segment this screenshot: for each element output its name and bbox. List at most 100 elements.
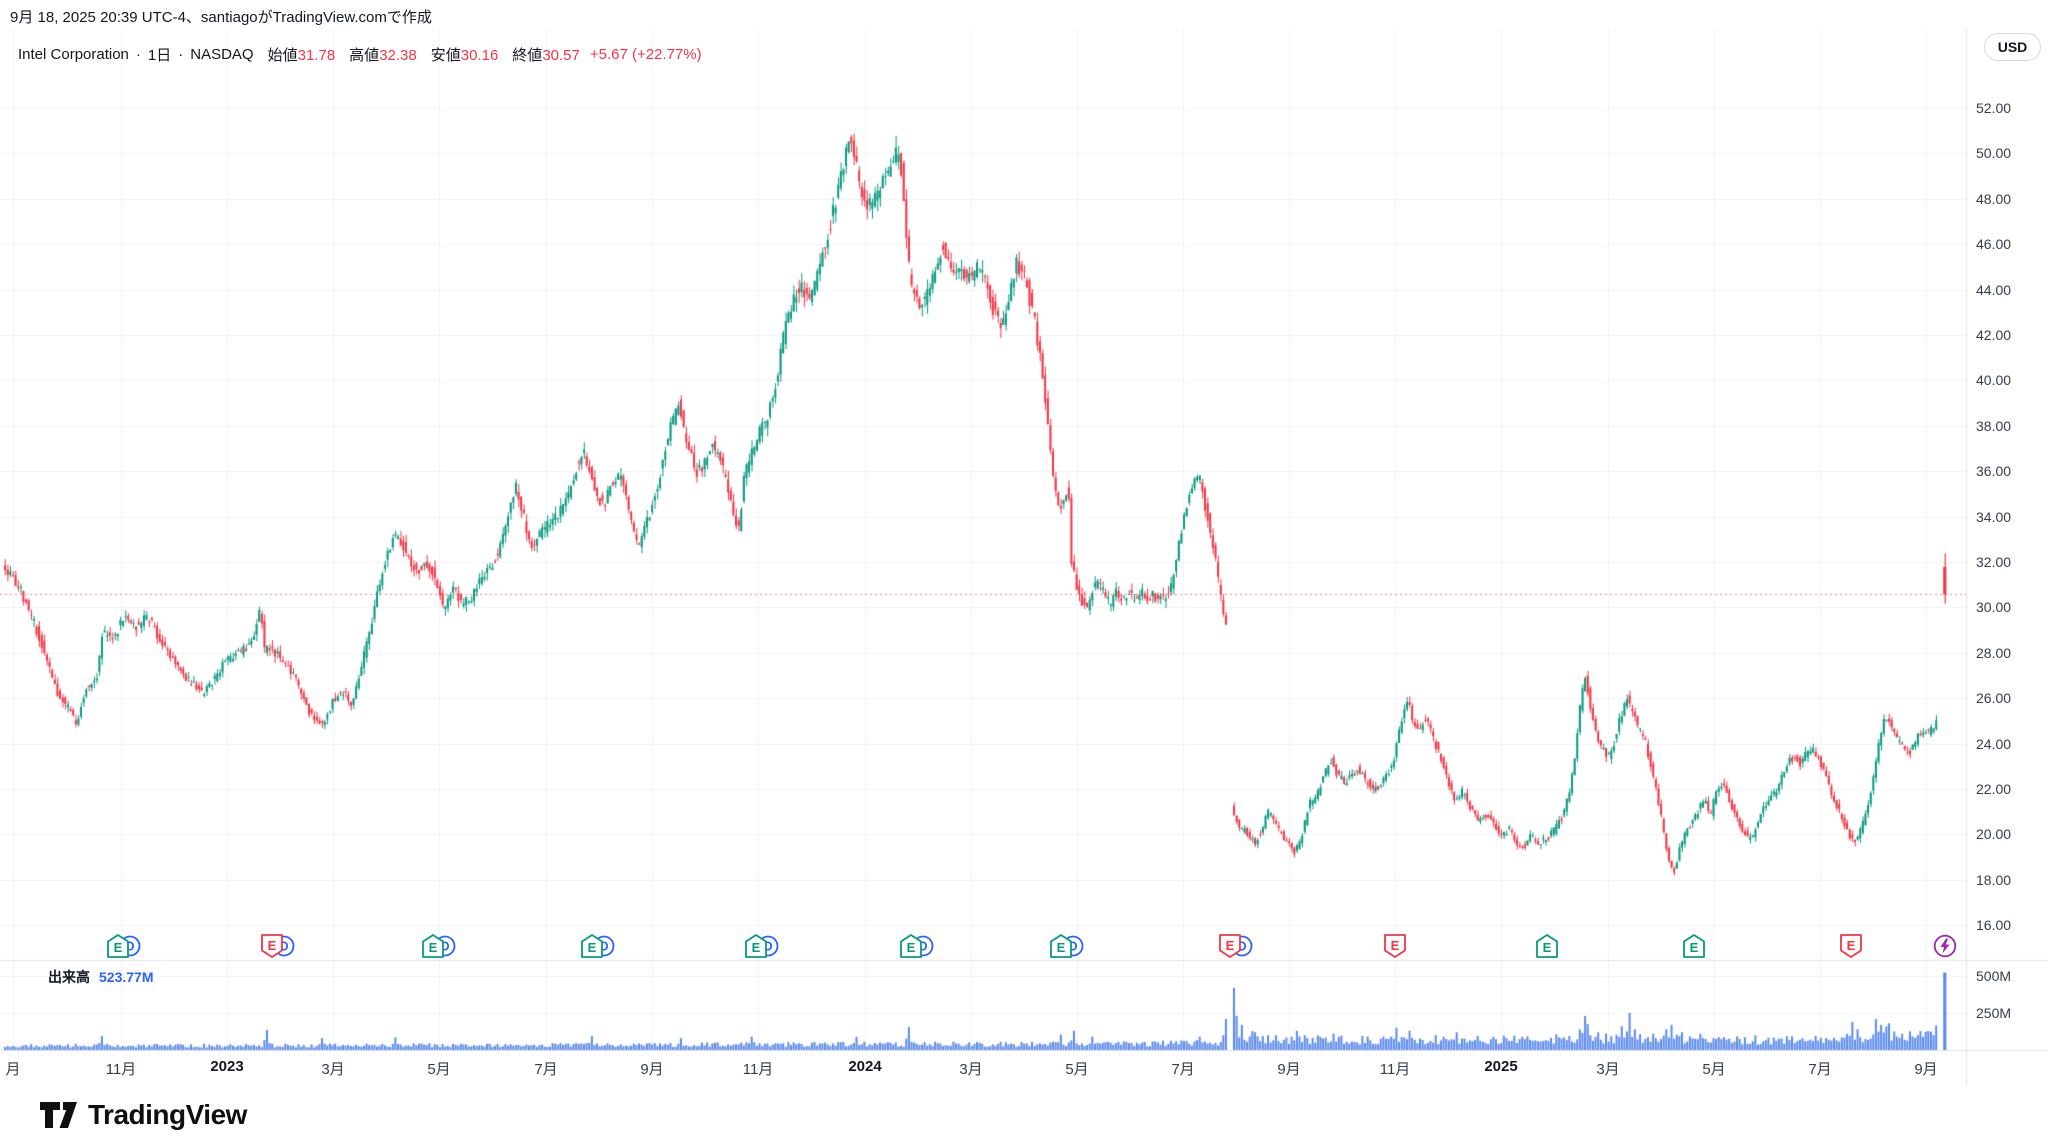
price-tick-label: 44.00 xyxy=(1976,281,2012,298)
time-tick-label: 7月 xyxy=(534,1061,558,1078)
price-tick-label: 50.00 xyxy=(1976,145,2012,162)
price-tick-label: 28.00 xyxy=(1976,644,2012,661)
svg-text:E: E xyxy=(1690,940,1699,955)
tradingview-logo-icon xyxy=(40,1102,77,1128)
earnings-icon: E xyxy=(1050,934,1072,958)
time-tick-label: 7月 xyxy=(1808,1061,1832,1078)
time-tick-label: 5月 xyxy=(427,1061,451,1078)
earnings-dividend-badge[interactable]: E xyxy=(1683,934,1717,958)
open-value: 31.78 xyxy=(297,47,336,64)
exchange-label: NASDAQ xyxy=(190,46,254,63)
svg-text:D: D xyxy=(918,940,927,954)
snapshot-attribution: 9月 18, 2025 20:39 UTC-4、santiagoがTrading… xyxy=(10,9,432,26)
symbol-legend: Intel Corporation · 1日 · NASDAQ 始値31.78 … xyxy=(18,44,702,65)
earnings-icon: E xyxy=(900,934,922,958)
price-tick-label: 30.00 xyxy=(1976,599,2012,616)
time-tick-label: 月 xyxy=(5,1061,21,1078)
price-tick-label: 24.00 xyxy=(1976,735,2012,752)
symbol-title: Intel Corporation xyxy=(18,46,129,63)
price-tick-label: 26.00 xyxy=(1976,690,2012,707)
earnings-icon: E xyxy=(1536,934,1558,958)
tradingview-branding[interactable]: TradingView xyxy=(38,1098,247,1132)
close-label: 終値 xyxy=(512,47,543,64)
change-value: +5.67 (+22.77%) xyxy=(589,46,702,63)
time-tick-label: 9月 xyxy=(640,1061,664,1078)
flash-event-icon xyxy=(1933,934,1957,958)
svg-text:E: E xyxy=(114,940,123,955)
legend-separator: · xyxy=(178,46,184,63)
price-tick-label: 32.00 xyxy=(1976,554,2012,570)
svg-text:E: E xyxy=(1226,938,1235,953)
time-tick-label: 5月 xyxy=(1065,1061,1089,1078)
price-tick-label: 36.00 xyxy=(1976,463,2012,480)
low-label: 安値 xyxy=(430,47,461,64)
time-tick-label: 7月 xyxy=(1171,1061,1195,1078)
time-tick-label: 3月 xyxy=(321,1061,345,1078)
price-tick-label: 42.00 xyxy=(1976,327,2012,343)
price-tick-label: 48.00 xyxy=(1976,190,2012,207)
svg-text:E: E xyxy=(1847,938,1856,953)
svg-text:D: D xyxy=(1237,940,1246,954)
time-tick-label: 5月 xyxy=(1702,1061,1726,1078)
high-value: 32.38 xyxy=(379,47,417,64)
earnings-icon: E xyxy=(107,934,129,958)
earnings-icon: E xyxy=(1219,934,1241,958)
time-tick-label: 2023 xyxy=(210,1058,244,1075)
earnings-icon: E xyxy=(422,934,444,958)
time-tick-label: 3月 xyxy=(959,1061,983,1078)
close-value: 30.57 xyxy=(542,47,580,64)
earnings-icon: E xyxy=(581,934,603,958)
svg-text:E: E xyxy=(588,940,597,955)
price-tick-label: 34.00 xyxy=(1976,508,2012,525)
price-tick-label: 20.00 xyxy=(1976,826,2012,843)
price-tick-label: 22.00 xyxy=(1976,781,2012,797)
earnings-dividend-badge[interactable]: E xyxy=(1536,934,1570,958)
svg-text:D: D xyxy=(1068,940,1077,954)
earnings-icon: E xyxy=(1683,934,1705,958)
high-label: 高値 xyxy=(349,47,380,64)
svg-text:D: D xyxy=(440,940,449,954)
price-tick-label: 18.00 xyxy=(1976,871,2012,888)
price-tick-label: 38.00 xyxy=(1976,417,2012,434)
volume-tick-label: 250M xyxy=(1976,1005,2012,1021)
svg-text:E: E xyxy=(429,940,438,955)
open-label: 始値 xyxy=(267,47,298,64)
svg-text:E: E xyxy=(1057,940,1066,955)
interval-label: 1日 xyxy=(147,47,172,64)
earnings-icon: E xyxy=(745,934,767,958)
tradingview-logo-text: TradingView xyxy=(88,1099,247,1130)
time-tick-label: 2024 xyxy=(848,1058,882,1075)
volume-legend: 出来高 523.77M xyxy=(48,967,153,987)
svg-text:D: D xyxy=(279,940,288,954)
time-tick-label: 3月 xyxy=(1596,1061,1620,1078)
legend-separator: · xyxy=(135,46,141,63)
time-tick-label: 9月 xyxy=(1277,1061,1301,1078)
earnings-dividend-badge[interactable]: E xyxy=(1840,934,1874,958)
currency-button[interactable]: USD xyxy=(1984,33,2041,61)
flash-event-badge[interactable] xyxy=(1933,934,1957,958)
volume-value: 523.77M xyxy=(99,969,154,985)
volume-label: 出来高 xyxy=(48,969,90,985)
svg-text:E: E xyxy=(752,940,761,955)
earnings-icon: E xyxy=(261,934,283,958)
time-tick-label: 9月 xyxy=(1914,1061,1938,1078)
price-tick-label: 40.00 xyxy=(1976,372,2012,389)
earnings-dividend-badge[interactable]: E xyxy=(1384,934,1418,958)
time-tick-label: 2025 xyxy=(1484,1058,1518,1075)
svg-text:E: E xyxy=(907,940,916,955)
price-tick-label: 52.00 xyxy=(1976,100,2012,116)
time-tick-label: 11月 xyxy=(742,1061,774,1078)
earnings-icon: E xyxy=(1384,934,1406,958)
price-tick-label: 16.00 xyxy=(1976,917,2012,934)
earnings-icon: E xyxy=(1840,934,1862,958)
